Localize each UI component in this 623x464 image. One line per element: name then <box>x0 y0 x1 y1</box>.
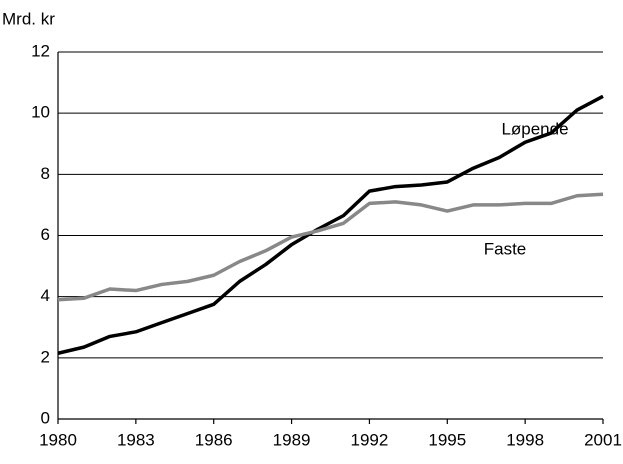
y-tick-label: 12 <box>31 41 50 60</box>
x-tick-label: 1986 <box>195 430 233 449</box>
y-axis-label: Mrd. kr <box>2 9 55 28</box>
y-tick-label: 0 <box>41 408 50 427</box>
y-tick-label: 8 <box>41 164 50 183</box>
x-tick-label: 1983 <box>117 430 155 449</box>
series-label: Løpende <box>501 119 568 138</box>
x-tick-label: 1998 <box>506 430 544 449</box>
x-tick-label: 2001 <box>584 430 622 449</box>
y-tick-label: 2 <box>41 347 50 366</box>
x-tick-label: 1980 <box>39 430 77 449</box>
x-tick-label: 1995 <box>428 430 466 449</box>
y-tick-label: 4 <box>41 286 50 305</box>
series-label: Faste <box>484 239 527 258</box>
x-tick-label: 1989 <box>273 430 311 449</box>
x-tick-label: 1992 <box>351 430 389 449</box>
series-line <box>57 94 604 355</box>
series-line <box>57 192 604 302</box>
y-tick-label: 6 <box>41 225 50 244</box>
y-tick-label: 10 <box>31 103 50 122</box>
